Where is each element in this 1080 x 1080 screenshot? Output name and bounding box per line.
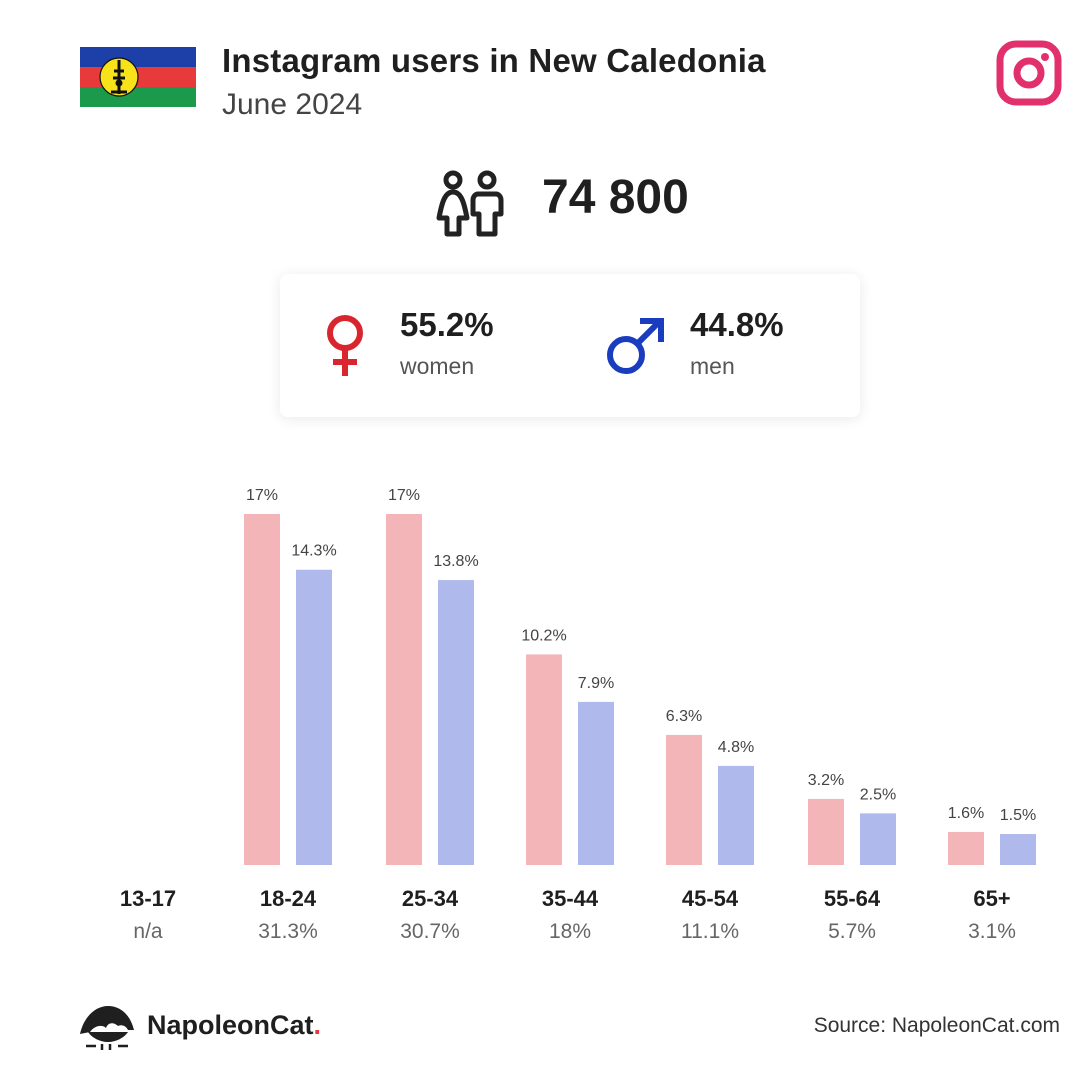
category-label-35-44: 35-44 — [542, 886, 599, 911]
brand-name-dot: . — [313, 1010, 322, 1040]
category-total-65+: 3.1% — [968, 920, 1016, 943]
page-subtitle: June 2024 — [222, 88, 363, 121]
bar-men-65+ — [1000, 834, 1036, 865]
category-total-18-24: 31.3% — [258, 920, 318, 943]
category-total-13-17: n/a — [133, 920, 163, 943]
data-label-women-35-44: 10.2% — [521, 627, 566, 644]
female-icon — [327, 315, 363, 376]
bar-men-18-24 — [296, 569, 332, 865]
source-text: Source: NapoleonCat.com — [813, 1014, 1060, 1037]
data-label-women-25-34: 17% — [388, 487, 420, 504]
women-percent: 55.2% — [400, 306, 494, 343]
brand-name: NapoleonCat. — [147, 1010, 321, 1041]
data-label-women-55-64: 3.2% — [808, 772, 844, 789]
category-label-65+: 65+ — [973, 886, 1010, 911]
bar-men-55-64 — [860, 813, 896, 865]
gender-card — [280, 274, 860, 417]
data-label-men-18-24: 14.3% — [291, 543, 336, 560]
bar-women-45-54 — [666, 734, 702, 865]
data-label-women-65+: 1.6% — [948, 805, 984, 822]
category-label-18-24: 18-24 — [260, 886, 317, 911]
napoleoncat-logo-icon — [80, 1006, 134, 1050]
bar-women-25-34 — [386, 514, 422, 865]
people-icon — [436, 170, 504, 237]
data-label-men-35-44: 7.9% — [578, 675, 614, 692]
men-label: men — [690, 353, 735, 379]
page-title: Instagram users in New Caledonia — [222, 42, 766, 79]
instagram-icon — [996, 40, 1062, 106]
data-label-women-18-24: 17% — [246, 487, 278, 504]
brand-name-main: NapoleonCat — [147, 1010, 314, 1040]
data-label-women-45-54: 6.3% — [666, 708, 702, 725]
bar-men-35-44 — [578, 701, 614, 865]
men-percent: 44.8% — [690, 306, 784, 343]
data-label-men-55-64: 2.5% — [860, 786, 896, 803]
data-label-men-45-54: 4.8% — [718, 739, 754, 756]
women-label: women — [400, 353, 475, 379]
male-icon — [607, 318, 664, 374]
category-label-13-17: 13-17 — [120, 886, 176, 911]
category-label-25-34: 25-34 — [402, 886, 459, 911]
category-total-55-64: 5.7% — [828, 920, 876, 943]
bar-men-45-54 — [718, 765, 754, 865]
category-total-25-34: 30.7% — [400, 920, 460, 943]
age-gender-bar-chart: 13-17 n/a 17% 14.3% 18-24 31.3% 17% 13.8% 25-34 3… — [120, 487, 1036, 943]
category-total-45-54: 11.1% — [681, 920, 739, 943]
category-label-45-54: 45-54 — [682, 886, 739, 911]
data-label-men-65+: 1.5% — [1000, 807, 1036, 824]
data-label-men-25-34: 13.8% — [433, 553, 478, 570]
total-users: 74 800 — [542, 171, 689, 224]
new-caledonia-flag-icon — [80, 47, 196, 107]
bar-women-65+ — [948, 831, 984, 865]
bar-women-35-44 — [526, 654, 562, 865]
bar-women-55-64 — [808, 798, 844, 865]
bar-men-25-34 — [438, 580, 474, 865]
category-total-35-44: 18% — [549, 920, 591, 943]
category-label-55-64: 55-64 — [824, 886, 881, 911]
bar-women-18-24 — [244, 514, 280, 865]
